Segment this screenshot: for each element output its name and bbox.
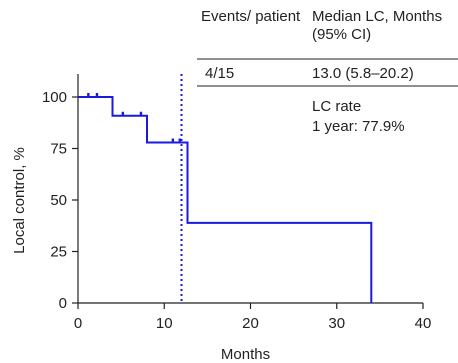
- y-tick-label: 50: [50, 192, 67, 209]
- y-tick-label: 0: [59, 295, 67, 312]
- table-cell-median: 13.0 (5.8–20.2): [312, 65, 414, 82]
- x-tick-label: 10: [156, 315, 173, 332]
- annotation-title: LC rate: [312, 98, 362, 115]
- x-tick-label: 40: [415, 315, 432, 332]
- y-axis-label: Local control, %: [11, 147, 28, 254]
- x-tick-label: 30: [328, 315, 345, 332]
- y-tick-label: 100: [42, 89, 67, 106]
- y-tick-label: 25: [50, 244, 67, 261]
- survival-curve-group: [78, 96, 373, 303]
- axes: 0 25 50 75 100 0 10 20 30 40: [42, 74, 431, 332]
- survival-curve: [78, 96, 373, 303]
- x-tick-label: 20: [242, 315, 259, 332]
- table-header-median: Median LC, Months (95% CI): [312, 8, 443, 43]
- table-cell-events: 4/15: [205, 65, 235, 82]
- x-axis-label: Months: [221, 346, 270, 363]
- censor-marks-group: [87, 93, 181, 143]
- x-tick-label: 0: [74, 315, 82, 332]
- table-header-events: Events/ patient: [201, 8, 301, 25]
- y-tick-label: 75: [50, 141, 67, 158]
- annotation-value: 1 year: 77.9%: [312, 118, 405, 135]
